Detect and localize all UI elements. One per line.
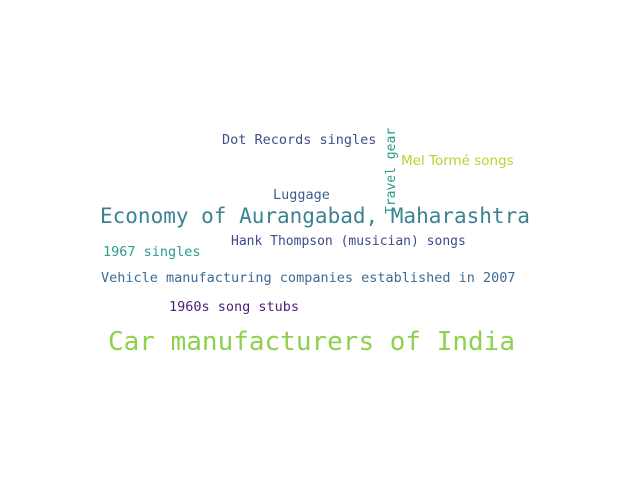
word-mel-torme-songs: Mel Tormé songs: [401, 153, 514, 169]
word-hank-thompson-songs: Hank Thompson (musician) songs: [231, 234, 466, 249]
word-1967-singles: 1967 singles: [103, 244, 201, 260]
word-vehicle-manufacturing-companies: Vehicle manufacturing companies establis…: [101, 270, 516, 286]
word-dot-records-singles: Dot Records singles: [222, 132, 377, 148]
word-car-manufacturers-of-india: Car manufacturers of India: [108, 327, 515, 357]
word-economy-of-aurangabad: Economy of Aurangabad, Maharashtra: [100, 204, 530, 228]
word-luggage: Luggage: [273, 187, 330, 203]
word-travel-gear: Travel gear: [384, 127, 399, 214]
word-1960s-song-stubs: 1960s song stubs: [169, 299, 300, 315]
